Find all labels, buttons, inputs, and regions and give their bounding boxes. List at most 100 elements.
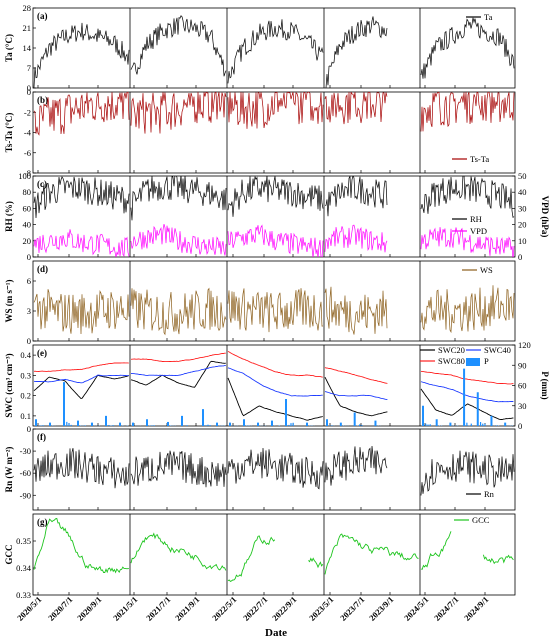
precip-bar: [359, 424, 361, 426]
y-axis-title: Rn (W m⁻²): [4, 447, 14, 493]
series-line: [130, 176, 227, 221]
series-line: [130, 450, 227, 488]
precip-bar: [167, 421, 169, 426]
legend-entry: WS: [462, 265, 493, 275]
panel-letter: (b): [37, 95, 48, 105]
panel-frame: [32, 260, 516, 342]
series-line: [325, 176, 388, 217]
series-line: [420, 92, 515, 132]
series-rh: [33, 176, 515, 221]
series-line: [325, 16, 388, 88]
legend-entry: SWC80: [420, 356, 465, 366]
series-line: [420, 176, 515, 219]
precip-bar: [484, 423, 486, 426]
x-tick-label: 2022/9/1: [270, 594, 298, 622]
precip-bar: [449, 422, 452, 426]
series-line: [33, 289, 130, 335]
series-line: [33, 22, 130, 88]
x-tick-label: 2024/5/1: [402, 594, 430, 622]
series-line: [130, 532, 227, 571]
series-line: [324, 367, 388, 384]
precip-bar: [429, 424, 431, 426]
precip-bar: [119, 422, 121, 426]
series-line: [227, 176, 324, 217]
panel-letter: (d): [37, 264, 48, 274]
series-line: [130, 15, 227, 77]
y-tick-label: 0.4: [20, 350, 31, 360]
precip-bar: [209, 425, 211, 426]
precip-bar: [205, 425, 207, 426]
legend-entry: Rn: [466, 489, 495, 499]
legend-label: SWC40: [484, 345, 511, 355]
y-right-tick-label: 0: [518, 421, 522, 431]
series-ts-ta: [33, 92, 515, 136]
series-line: [324, 92, 388, 125]
y-tick-label: 80: [23, 187, 32, 197]
panel-5: -90 -60 -30 0 Rn (W m⁻²) (f) Rn: [4, 424, 516, 511]
panel-letter: (a): [37, 11, 48, 21]
y-right-axis-title: P (mm): [540, 371, 550, 399]
y-right-tick-label: 120: [518, 340, 531, 350]
panel-frame: [32, 513, 516, 596]
panel-4: 0.1 0.2 0.3 0.4 0 30 60 90 120 P (mm) SWC (cm³ cm⁻…: [4, 340, 550, 431]
y-tick-label: 40: [23, 220, 32, 230]
series-line: [227, 19, 324, 84]
y-axis-title: SWC (cm³ cm⁻³): [4, 353, 14, 417]
precip-bar: [285, 399, 287, 426]
series-line: [130, 224, 227, 256]
series-line: [130, 360, 226, 388]
series-line: [33, 374, 129, 384]
precip-bar: [479, 422, 482, 426]
y-tick-label: 0: [27, 424, 31, 434]
precip-bar: [153, 425, 155, 426]
precip-bar: [132, 422, 134, 426]
y-right-tick-label: 60: [518, 381, 527, 391]
precip-bar: [63, 382, 65, 426]
series-line: [420, 227, 515, 257]
plot-area: [33, 517, 514, 582]
x-axis: 2020/5/1 2020/7/1 2020/9/1 2021/5/1 2021/7/1…: [15, 594, 490, 622]
precip-bar: [68, 423, 70, 426]
y-tick-label: -30: [20, 446, 31, 456]
y-axis-title: GCC: [4, 545, 14, 565]
precip-bar: [181, 415, 183, 426]
precip-bar: [243, 419, 245, 426]
precip-bar: [361, 424, 363, 426]
series-line: [420, 388, 514, 420]
precip-bar: [306, 422, 308, 426]
series-line: [33, 362, 129, 372]
y-tick-label: 0.3: [20, 370, 31, 380]
series-line: [130, 92, 227, 134]
precip-bar: [422, 405, 424, 426]
precip-bar: [425, 423, 427, 426]
y-right-axis-title: VPD (hPa): [540, 196, 550, 238]
y-right-tick-label: 10: [518, 236, 527, 246]
precip-bar: [353, 412, 356, 426]
x-tick-label: 2022/7/1: [241, 594, 269, 622]
y-tick-label: 0: [27, 252, 31, 262]
legend-entry: GCC: [454, 515, 490, 525]
precip-bar: [339, 422, 342, 426]
legend-label: Rn: [484, 489, 495, 499]
y-tick-label: 0.35: [16, 536, 31, 546]
legend-label: SWC80: [438, 356, 465, 366]
y-tick-label: 14: [23, 43, 32, 53]
series-line: [324, 391, 388, 401]
precip-bar: [146, 419, 148, 426]
y-tick-label: -8: [24, 168, 31, 178]
y-axis-title: RH (%): [4, 201, 14, 232]
panel-frame: [32, 175, 516, 258]
y-right-tick-label: 50: [518, 171, 527, 181]
y-right-tick-label: 0: [518, 252, 522, 262]
x-axis-title: Date: [265, 627, 287, 639]
precip-bar: [35, 419, 37, 426]
precip-bar: [66, 421, 68, 426]
precip-bar: [476, 392, 479, 426]
legend-label: VPD: [470, 226, 487, 236]
series-line: [33, 517, 129, 574]
x-tick-label: 2024/7/1: [432, 594, 460, 622]
y-right-tick-label: 90: [518, 360, 527, 370]
plot-area: [33, 350, 514, 426]
plot-area: [33, 445, 515, 496]
